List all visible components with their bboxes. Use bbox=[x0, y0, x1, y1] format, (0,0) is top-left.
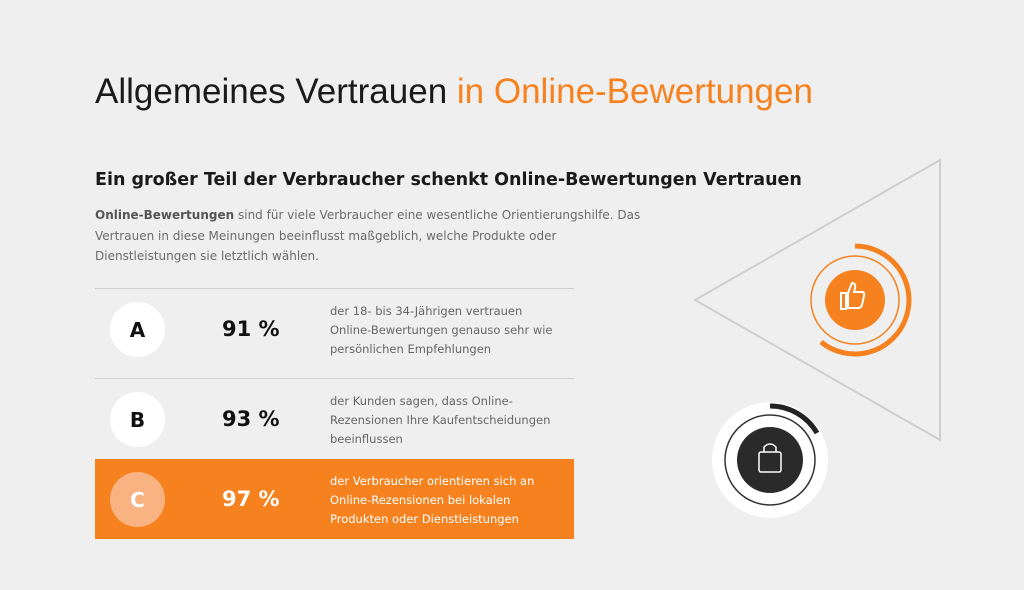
description-line: Produkten oder Dienstleistungen bbox=[330, 512, 519, 526]
description-line: beeinflussen bbox=[330, 432, 403, 446]
paragraph-line: Online-Bewertungen sind für viele Verbra… bbox=[95, 205, 640, 226]
triangle bbox=[692, 158, 941, 442]
illustration bbox=[692, 158, 941, 518]
progress-arc bbox=[769, 403, 820, 435]
description-line: Online-Rezensionen bei lokalen bbox=[330, 493, 511, 507]
percent: 97 % bbox=[222, 487, 280, 511]
paragraph-lead: Online-Bewertungen bbox=[95, 208, 235, 222]
icon-circle bbox=[825, 270, 885, 330]
section-heading: Ein großer Teil der Verbraucher schenkt … bbox=[95, 170, 802, 190]
thumb-icon bbox=[840, 281, 866, 310]
row: A 91 % der 18- bis 34-Jährigen vertrauen On… bbox=[95, 288, 574, 369]
description-line: persönlichen Empfehlungen bbox=[330, 342, 492, 356]
letter-badge: C bbox=[110, 472, 165, 527]
letter-badge: A bbox=[110, 302, 165, 357]
percent: 93 % bbox=[222, 407, 280, 431]
description-line: Rezensionen Ihre Kaufentscheidungen bbox=[330, 413, 551, 427]
description: der 18- bis 34-Jährigen vertrauen Online-… bbox=[330, 302, 553, 359]
paragraph: Online-Bewertungen sind für viele Verbra… bbox=[95, 205, 640, 267]
letter-badge: B bbox=[110, 392, 165, 447]
row: B 93 % der Kunden sagen, dass Online- Rezen… bbox=[95, 378, 574, 459]
description: der Verbraucher orientieren sich an Onlin… bbox=[330, 472, 534, 529]
paragraph-line: Vertrauen in diese Meinungen beeinflusst… bbox=[95, 228, 557, 243]
row: C 97 % der Verbraucher orientieren sich an… bbox=[95, 459, 574, 539]
paragraph-line: Dienstleistungen sie letztlich wählen. bbox=[95, 249, 319, 263]
ring bbox=[810, 255, 900, 345]
description-line: Online-Bewertungen genauso sehr wie bbox=[330, 323, 553, 337]
ring bbox=[724, 414, 816, 506]
bag-handle bbox=[763, 443, 777, 452]
description-line: der Kunden sagen, dass Online- bbox=[330, 394, 513, 408]
progress-arc bbox=[819, 243, 912, 357]
title-main: Allgemeines Vertrauen bbox=[95, 72, 448, 111]
percent: 91 % bbox=[222, 317, 280, 341]
title-accent: in Online-Bewertungen bbox=[456, 72, 813, 111]
description-line: der 18- bis 34-Jährigen vertrauen bbox=[330, 304, 523, 318]
paragraph-text: sind für viele Verbraucher eine wesentli… bbox=[237, 208, 641, 222]
icon-circle bbox=[737, 427, 803, 493]
bag-icon bbox=[758, 451, 782, 473]
title: Allgemeines Vertrauen in Online-Bewertun… bbox=[95, 72, 813, 112]
description: der Kunden sagen, dass Online- Rezensione… bbox=[330, 392, 550, 449]
description-line: der Verbraucher orientieren sich an bbox=[330, 474, 535, 488]
